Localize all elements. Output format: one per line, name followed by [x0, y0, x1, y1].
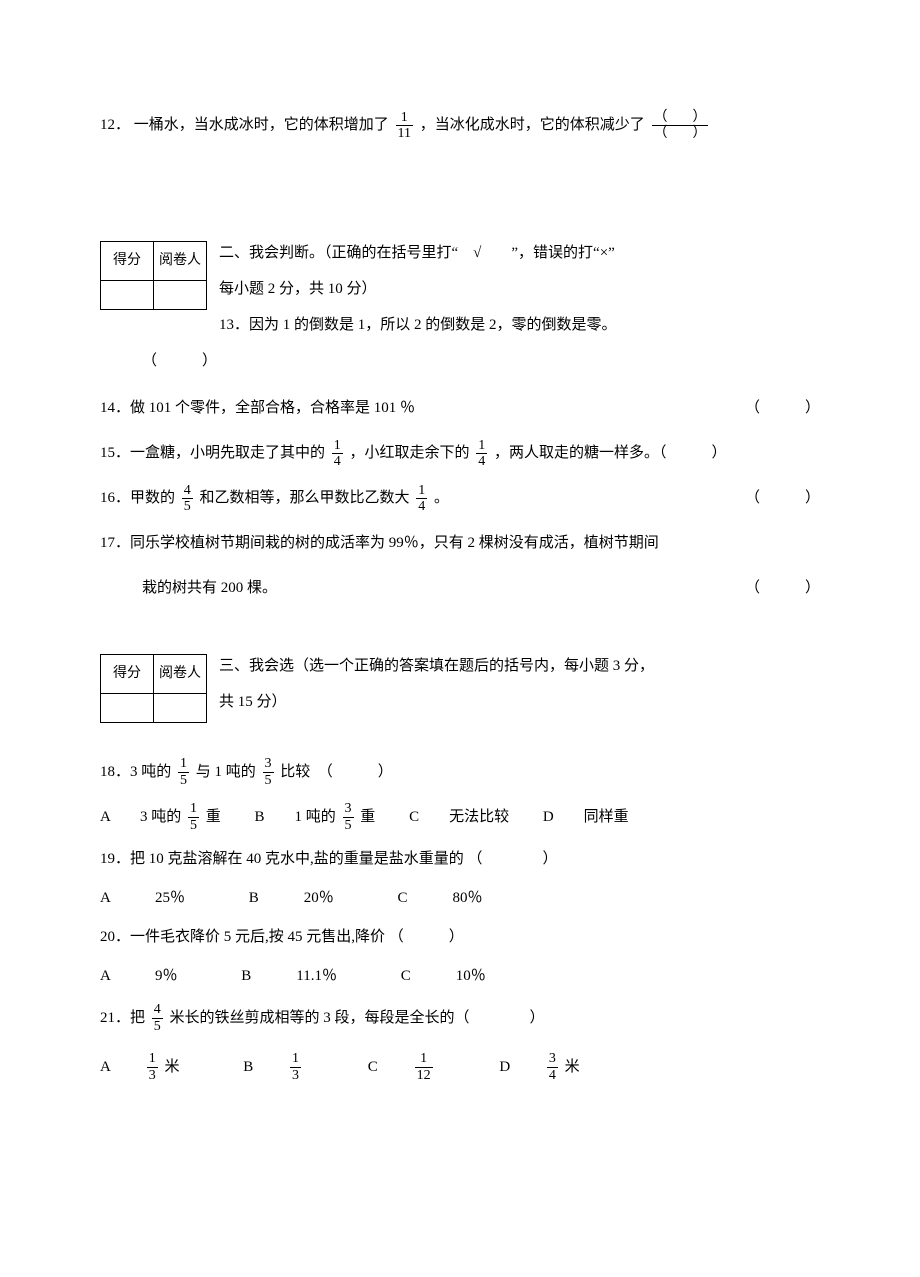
q16-frac2: 1 4 [416, 483, 427, 515]
section-3-title-b: 共 15 分） [219, 694, 287, 710]
q18-frac1: 1 5 [178, 756, 189, 788]
question-18-stem: 18．3 吨的 1 5 与 1 吨的 3 5 比较 （ ） [100, 753, 820, 792]
q19-opt-c: C 80％ [398, 882, 483, 915]
q13-text: 13．因为 1 的倒数是 1，所以 2 的倒数是 2，零的倒数是零。 [219, 317, 617, 333]
question-21-options: A 13 米 B 13 C 112 D 34 米 [100, 1048, 820, 1087]
q21-opt-a: A 13 米 [100, 1048, 180, 1087]
q18-pre: 18．3 吨的 [100, 764, 171, 780]
q13-paren: （ ） [142, 353, 217, 369]
grader-cell [154, 280, 207, 309]
q15-frac1: 1 4 [332, 438, 343, 470]
section-3-header: 得分 阅卷人 三、我会选（选一个正确的答案填在题后的括号内，每小题 3 分， 共… [100, 648, 820, 723]
score-cell [101, 693, 154, 722]
q18-mid: 与 1 吨的 [196, 764, 256, 780]
question-20-options: A 9％ B 11.1％ C 10％ [100, 960, 820, 993]
score-header: 得分 [101, 655, 154, 694]
q16-frac1: 4 5 [182, 483, 193, 515]
q15-pre: 15．一盒糖，小明先取走了其中的 [100, 445, 325, 461]
score-cell [101, 280, 154, 309]
q20-opt-b: B 11.1％ [241, 960, 337, 993]
grader-header: 阅卷人 [154, 655, 207, 694]
section-2-title-a: 二、我会判断。（正确的在括号里打“ √ ”，错误的打“×” [219, 245, 615, 261]
q15-mid: ，小红取走余下的 [350, 445, 470, 461]
question-20-stem: 20．一件毛衣降价 5 元后,按 45 元售出,降价 （ ） [100, 921, 820, 954]
question-19-options: A 25％ B 20％ C 80％ [100, 882, 820, 915]
q15-post: ，两人取走的糖一样多。（ ） [494, 445, 727, 461]
question-16: 16．甲数的 4 5 和乙数相等，那么甲数比乙数大 1 4 。 （ ） [100, 479, 820, 518]
score-table-3: 得分 阅卷人 [100, 654, 207, 723]
q16-post: 。 [434, 490, 449, 506]
q16-paren: （ ） [745, 479, 820, 518]
section-2-title-b: 每小题 2 分，共 10 分） [219, 281, 377, 297]
q18-post: 比较 （ ） [280, 764, 393, 780]
score-header: 得分 [101, 242, 154, 281]
page: 12． 一桶水，当水成冰时，它的体积增加了 1 11 ，当冰化成水时，它的体积减… [0, 0, 920, 1277]
q12-number: 12． [100, 117, 130, 133]
q21-opt-b: B 13 [243, 1048, 304, 1087]
grader-cell [154, 693, 207, 722]
q20-opt-a: A 9％ [100, 960, 178, 993]
section-3-title: 三、我会选（选一个正确的答案填在题后的括号内，每小题 3 分， 共 15 分） [219, 648, 820, 720]
question-14: 14．做 101 个零件，全部合格，合格率是 101 ％ （ ） [100, 389, 820, 428]
q17-line1: 17．同乐学校植树节期间栽的树的成活率为 99％，只有 2 棵树没有成活，植树节… [100, 535, 659, 551]
question-21-stem: 21．把 4 5 米长的铁丝剪成相等的 3 段，每段是全长的（ ） [100, 999, 820, 1038]
question-17-line2: 栽的树共有 200 棵。 （ ） [100, 569, 820, 608]
question-18-options: A 3 吨的 15 重 B 1 吨的 35 重 C 无法比较 D 同样重 [100, 798, 820, 837]
question-19-stem: 19．把 10 克盐溶解在 40 克水中,盐的重量是盐水重量的 （ ） [100, 843, 820, 876]
q20-opt-c: C 10％ [401, 960, 486, 993]
q12-blank-frac: （ ） （ ） [652, 110, 708, 142]
q16-mid: 和乙数相等，那么甲数比乙数大 [200, 490, 410, 506]
q21-post: 米长的铁丝剪成相等的 3 段，每段是全长的（ ） [170, 1010, 545, 1026]
grader-header: 阅卷人 [154, 242, 207, 281]
section-2-header: 得分 阅卷人 二、我会判断。（正确的在括号里打“ √ ”，错误的打“×” 每小题… [100, 235, 820, 379]
question-15: 15．一盒糖，小明先取走了其中的 1 4 ，小红取走余下的 1 4 ，两人取走的… [100, 434, 820, 473]
q18-opt-b: B 1 吨的 35 重 [255, 798, 376, 837]
q12-text-b: ，当冰化成水时，它的体积减少了 [420, 117, 645, 133]
q16-content: 16．甲数的 4 5 和乙数相等，那么甲数比乙数大 1 4 。 [100, 479, 449, 518]
q19-opt-b: B 20％ [249, 882, 334, 915]
q17-line2: 栽的树共有 200 棵。 [142, 569, 277, 608]
q18-opt-d: D 同样重 [543, 798, 629, 837]
q21-pre: 21．把 [100, 1010, 145, 1026]
q19-opt-a: A 25％ [100, 882, 185, 915]
question-12: 12． 一桶水，当水成冰时，它的体积增加了 1 11 ，当冰化成水时，它的体积减… [100, 106, 820, 145]
q16-pre: 16．甲数的 [100, 490, 175, 506]
section-2-title: 二、我会判断。（正确的在括号里打“ √ ”，错误的打“×” 每小题 2 分，共 … [219, 235, 820, 343]
q14-paren: （ ） [745, 389, 820, 428]
question-17-line1: 17．同乐学校植树节期间栽的树的成活率为 99％，只有 2 棵树没有成活，植树节… [100, 524, 820, 563]
q21-opt-c: C 112 [368, 1048, 436, 1087]
section-3-title-a: 三、我会选（选一个正确的答案填在题后的括号内，每小题 3 分， [219, 658, 654, 674]
q12-frac1: 1 11 [396, 110, 413, 142]
q18-opt-a: A 3 吨的 15 重 [100, 798, 221, 837]
q18-frac2: 3 5 [263, 756, 274, 788]
q12-text-a: 一桶水，当水成冰时，它的体积增加了 [134, 117, 389, 133]
q15-frac2: 1 4 [476, 438, 487, 470]
score-table-2: 得分 阅卷人 [100, 241, 207, 310]
q14-text: 14．做 101 个零件，全部合格，合格率是 101 ％ [100, 389, 415, 428]
q21-opt-d: D 34 米 [499, 1048, 579, 1087]
q17-paren: （ ） [745, 569, 820, 608]
q13-paren-line: （ ） [100, 343, 820, 379]
q18-opt-c: C 无法比较 [409, 798, 509, 837]
q21-frac1: 4 5 [152, 1002, 163, 1034]
